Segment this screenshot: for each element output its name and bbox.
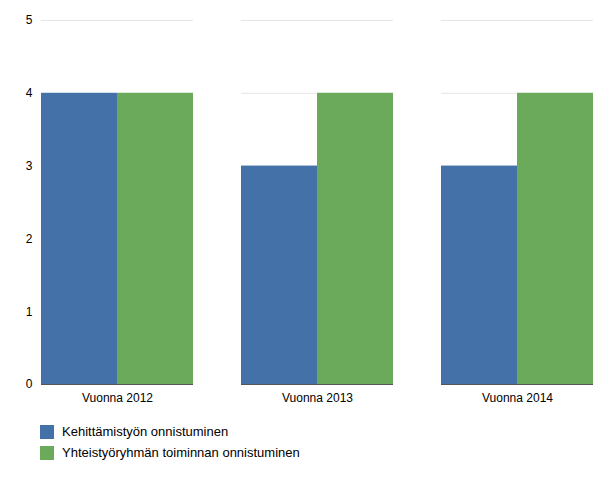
svg-text:2: 2 xyxy=(26,232,33,246)
svg-text:4: 4 xyxy=(26,86,33,100)
html-text:Yhteistyöryhmän toiminnan onni: Yhteistyöryhmän toiminnan onnistuminen xyxy=(62,445,300,460)
svg-text:5: 5 xyxy=(26,13,33,27)
svg-text:0: 0 xyxy=(26,377,33,391)
svg-text:Vuonna 2012: Vuonna 2012 xyxy=(82,391,153,405)
svg-text:Vuonna 2013: Vuonna 2013 xyxy=(282,391,353,405)
html-text:Kehittämistyön onnistuminen: Kehittämistyön onnistuminen xyxy=(62,424,229,439)
svg-text:1: 1 xyxy=(26,305,33,319)
svg-text:Vuonna 2014: Vuonna 2014 xyxy=(482,391,553,405)
svg-text:3: 3 xyxy=(26,159,33,173)
